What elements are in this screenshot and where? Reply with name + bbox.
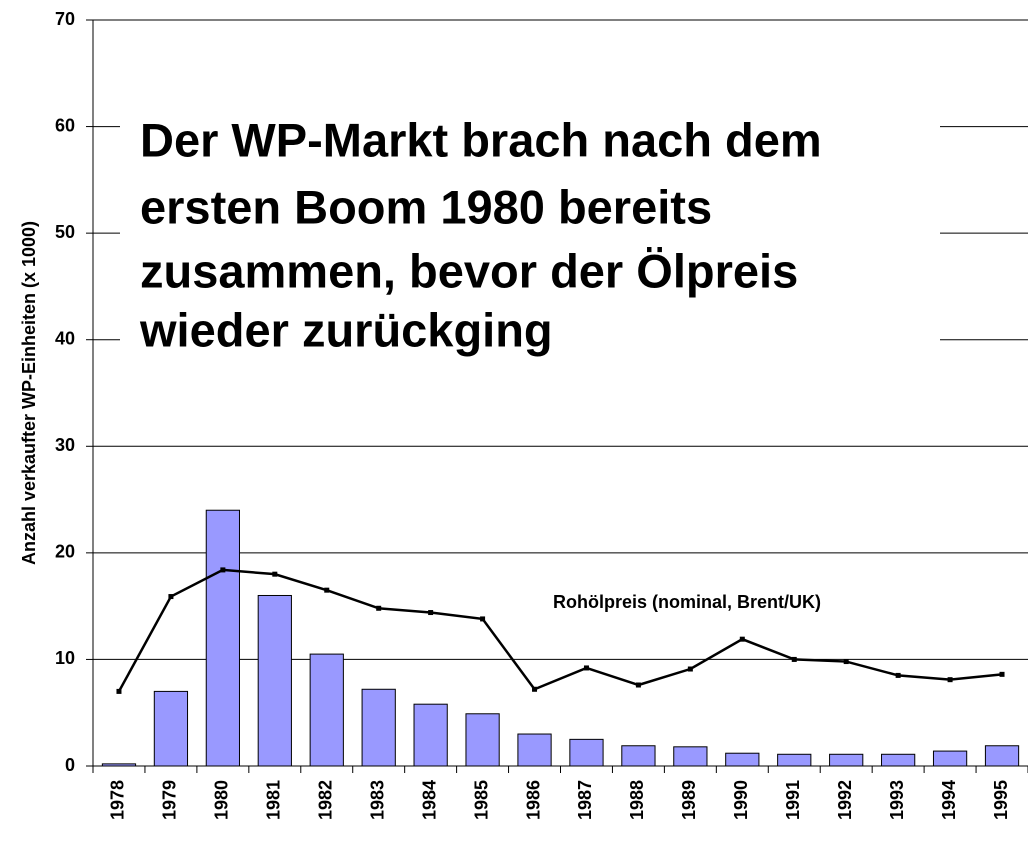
bar: [725, 752, 760, 767]
line: [117, 568, 1003, 693]
line-marker: [791, 656, 797, 662]
x-tick-label: 1992: [835, 780, 855, 820]
bar: [309, 653, 344, 767]
y-tick-label: 50: [55, 222, 75, 242]
line-marker: [739, 636, 745, 642]
line-marker: [272, 571, 278, 577]
line-marker: [428, 610, 434, 616]
x-tick-label: 1985: [471, 780, 491, 820]
y-axis-label: Anzahl verkaufter WP-Einheiten (x 1000): [19, 221, 39, 565]
x-tick-label: 1989: [679, 780, 699, 820]
line-marker: [687, 666, 693, 672]
y-tick-label: 10: [55, 648, 75, 668]
x-tick-label: 1986: [523, 780, 543, 820]
y-tick-label: 20: [55, 542, 75, 562]
x-tick-label: 1979: [160, 780, 180, 820]
bar: [673, 746, 708, 767]
line-marker: [168, 594, 174, 600]
line-marker: [376, 605, 382, 611]
chart-title: Der WP-Markt brach nach dem: [140, 113, 822, 166]
line-marker: [324, 587, 330, 593]
x-tick-label: 1988: [627, 780, 647, 820]
chart-title: ersten Boom 1980 bereits: [140, 180, 712, 233]
y-tick-label: 40: [55, 328, 75, 348]
bar: [984, 745, 1020, 767]
bar: [205, 509, 240, 767]
x-tick-label: 1980: [212, 780, 232, 820]
bar: [465, 713, 500, 767]
bar: [257, 594, 292, 767]
bar: [881, 753, 916, 767]
bar: [413, 703, 448, 767]
chart-title: zusammen, bevor der Ölpreis: [140, 244, 798, 297]
bar: [777, 753, 812, 767]
line-marker: [480, 616, 486, 622]
line-marker: [635, 682, 641, 688]
bar: [932, 750, 968, 767]
annotation: Rohölpreis (nominal, Brent/UK): [553, 592, 821, 612]
line-marker: [843, 659, 849, 665]
x-tick-label: 1987: [575, 780, 595, 820]
x-tick-label: 1981: [264, 780, 284, 820]
x-tick-label: 1978: [108, 780, 128, 820]
bar: [101, 763, 137, 767]
line-marker: [116, 688, 122, 694]
x-tick-label: 1993: [887, 780, 907, 820]
title-background: [120, 108, 940, 366]
y-tick-label: 70: [55, 9, 75, 29]
line-marker: [999, 671, 1005, 677]
bar: [361, 688, 396, 767]
y-tick-label: 60: [55, 115, 75, 135]
x-tick-label: 1984: [419, 780, 439, 820]
x-tick-label: 1994: [939, 780, 959, 820]
line-marker: [532, 686, 538, 692]
bar: [569, 738, 604, 767]
bar: [829, 753, 864, 767]
line-marker: [220, 567, 226, 573]
x-tick-label: 1990: [731, 780, 751, 820]
bar: [153, 690, 189, 767]
line-marker: [895, 672, 901, 678]
x-tick-label: 1983: [367, 780, 387, 820]
bar: [621, 745, 656, 767]
x-tick-label: 1991: [783, 780, 803, 820]
line-marker: [583, 665, 589, 671]
y-tick-label: 0: [65, 755, 75, 775]
y-tick-label: 30: [55, 435, 75, 455]
bar: [517, 733, 552, 767]
chart-title: wieder zurückging: [139, 303, 553, 356]
x-tick-label: 1995: [991, 780, 1011, 820]
x-tick-label: 1982: [316, 780, 336, 820]
line-marker: [947, 677, 953, 683]
